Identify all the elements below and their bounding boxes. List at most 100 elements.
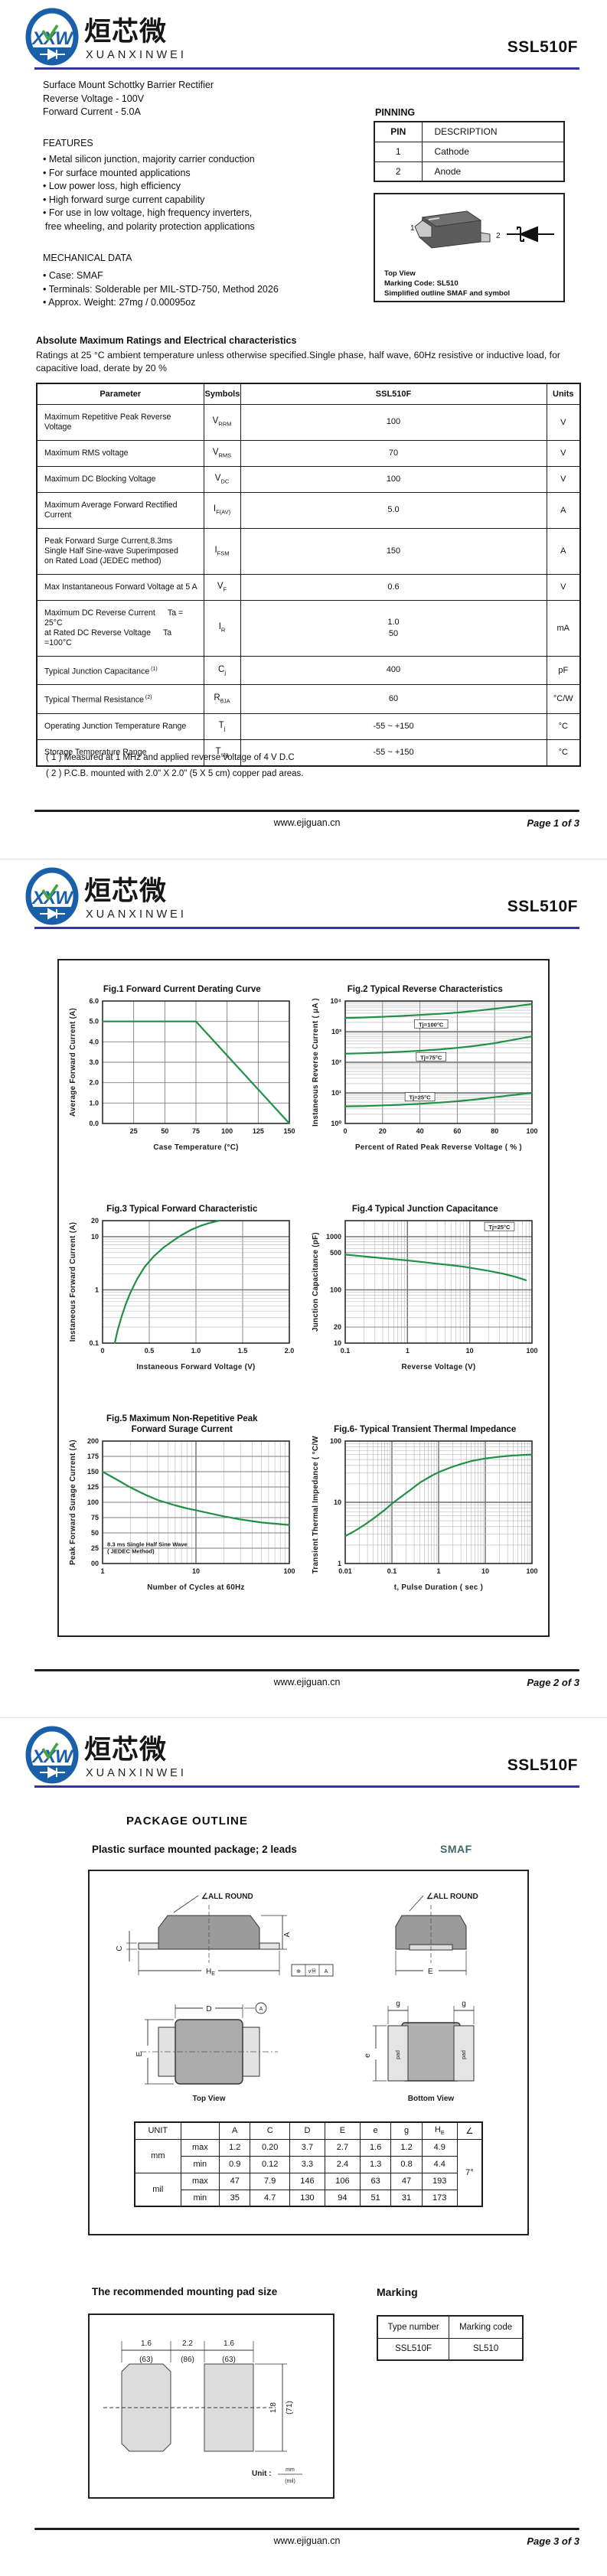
table-cell: Operating Junction Temperature Range <box>36 712 204 740</box>
mechanical-list: Case: SMAFTerminals: Solderable per MIL-… <box>43 269 279 310</box>
dim-cell: 0.9 <box>219 2155 251 2173</box>
svg-text:500: 500 <box>330 1249 341 1257</box>
footer-url[interactable]: www.ejiguan.cn <box>273 1677 341 1687</box>
table-cell: IR <box>203 599 241 657</box>
x-axis-label: Percent of Rated Peak Reverse Voltage ( … <box>355 1143 522 1152</box>
feature-item: For use in low voltage, high frequency i… <box>43 207 255 220</box>
table-cell: A <box>546 491 581 529</box>
table-cell: 2 <box>374 161 423 182</box>
curve <box>113 1220 220 1345</box>
table-cell: 70 <box>240 439 547 467</box>
svg-text:0.5: 0.5 <box>144 1347 154 1355</box>
dim-row: mm max 1.2 0.20 3.7 2.7 1.6 1.2 4.9 7° <box>134 2138 483 2207</box>
package-name: SMAF <box>440 1843 472 1855</box>
x-axis-label: Case Temperature (°C) <box>153 1143 238 1152</box>
dim-cell: 4.4 <box>421 2155 458 2173</box>
fig3-chart: 0 0.5 1.0 1.5 2.0 0.1 1 10 20 Instaneous Forward … <box>69 1217 294 1371</box>
table-cell: 60 <box>240 684 547 714</box>
svg-text:⊕: ⊕ <box>296 1969 301 1974</box>
table-cell: °C <box>546 739 581 767</box>
table-row: 2 Anode <box>374 161 565 182</box>
chart-annotation: Tj=100°C <box>419 1021 444 1028</box>
table-cell: 100 <box>240 403 547 441</box>
ratings-conditions: Ratings at 25 °C ambient temperature unl… <box>36 350 561 373</box>
fig3-title: Fig.3 Typical Forward Characteristic <box>106 1192 257 1215</box>
cathode-band-mark <box>428 217 440 220</box>
fig1-title: Fig.1 Forward Current Derating Curve <box>103 973 261 995</box>
dim-table-body: mm max 1.2 0.20 3.7 2.7 1.6 1.2 4.9 7° min 0.9 0.12 3… <box>134 2138 483 2207</box>
svg-text:10³: 10³ <box>331 1028 341 1035</box>
svg-text:150: 150 <box>87 1468 99 1475</box>
ratings-row: Operating Junction Temperature Range Tj -5… <box>36 712 581 740</box>
ratings-table: Parameter Symbols SSL510F Units Maximum … <box>36 383 581 767</box>
svg-text:50: 50 <box>161 1127 168 1135</box>
page-2: SSL510F Fig.1 Forward Current Derating C… <box>0 859 607 1717</box>
dim-cell: 63 <box>359 2172 392 2190</box>
svg-text:100: 100 <box>283 1567 295 1575</box>
curve <box>344 1003 534 1019</box>
chart-annotation: Tj=25°C <box>410 1094 432 1101</box>
dim-cell: 106 <box>324 2172 361 2190</box>
svg-text:5.0: 5.0 <box>89 1018 99 1026</box>
fig4-cell: Fig.4 Typical Junction Capacitance 0.1 1 1… <box>304 1192 547 1412</box>
footer-rule <box>34 810 579 812</box>
svg-text:150: 150 <box>283 1127 295 1135</box>
svg-text:vⓂ: vⓂ <box>308 1968 317 1974</box>
pad-dim2-mil: (86) <box>181 2356 194 2364</box>
table-cell: Tj <box>203 712 241 740</box>
table-cell: V <box>546 439 581 467</box>
svg-text:75: 75 <box>91 1514 99 1521</box>
footer-url[interactable]: www.ejiguan.cn <box>273 817 341 828</box>
pkg-caption-3: Simplified outline SMAF and symbol <box>384 289 510 298</box>
table-cell: 0.6 <box>240 573 547 601</box>
smaf-lead-right <box>480 232 491 243</box>
svg-text:0: 0 <box>100 1347 104 1355</box>
fig6-cell: Fig.6- Typical Transient Thermal Impedan… <box>304 1413 547 1632</box>
footnotes: ( 1 ) Measured at 1 MHz and applied reve… <box>46 750 304 782</box>
header-rule <box>34 1785 579 1788</box>
svg-text:175: 175 <box>87 1453 99 1460</box>
svg-text:A: A <box>325 1969 328 1974</box>
smaf-lead-left <box>414 220 432 238</box>
marking-header-row: Type number Marking code <box>377 2315 524 2339</box>
y-axis-label: Instaneous Reverse Current ( μA ) <box>312 998 320 1127</box>
svg-text:10: 10 <box>334 1498 341 1506</box>
svg-text:10⁴: 10⁴ <box>331 997 341 1005</box>
dim-col-header: D <box>289 2121 325 2140</box>
pad-unit-den: (mil) <box>285 2479 295 2484</box>
table-cell: 1 <box>374 141 423 162</box>
description-col-header: DESCRIPTION <box>421 121 565 142</box>
table-cell: Typical Junction Capacitance (1) <box>36 655 204 686</box>
title-line: Fig.1 Forward Current Derating Curve <box>103 985 261 994</box>
package-outline-drawing: ∠ALL ROUND A C HE ⊕ vⓂ A <box>116 1893 478 2103</box>
col-parameter: Parameter <box>36 383 204 405</box>
title-line: Fig.2 Typical Reverse Characteristics <box>347 985 503 994</box>
table-cell: IFSM <box>203 527 241 575</box>
svg-text:1.5: 1.5 <box>237 1347 247 1355</box>
svg-text:1: 1 <box>95 1286 99 1294</box>
footer-url[interactable]: www.ejiguan.cn <box>273 2535 341 2546</box>
ratings-row: Maximum Repetitive Peak Reverse Voltage V… <box>36 403 581 441</box>
summary-line: Reverse Voltage - 100V <box>43 93 145 104</box>
smaf-body-top <box>421 210 482 227</box>
feature-item-continuation: free wheeling, and polarity protection a… <box>45 221 255 232</box>
table-cell: -55 ~ +150 <box>240 712 547 740</box>
pin2-label: 2 <box>496 232 501 240</box>
dim-col-header: E <box>324 2121 361 2140</box>
table-row: 1 Cathode <box>374 141 565 162</box>
title-line: Fig.5 Maximum Non-Repetitive Peak <box>106 1414 258 1423</box>
table-cell: Maximum Average Forward Rectified Curren… <box>36 491 204 529</box>
mech-item: Approx. Weight: 27mg / 0.00095oz <box>43 296 279 310</box>
table-cell: 400 <box>240 655 547 686</box>
page-indicator: Page 1 of 3 <box>527 817 579 829</box>
chart-annotation: 8.3 ms Single Half Sine Wave <box>107 1541 188 1547</box>
pad-dim-v-mil: (71) <box>286 2401 294 2415</box>
title-line: Forward Surage Current <box>131 1424 233 1434</box>
page-indicator: Page 2 of 3 <box>527 1677 579 1688</box>
title-line: Fig.6- Typical Transient Thermal Impedan… <box>334 1424 517 1434</box>
svg-text:10: 10 <box>481 1567 489 1575</box>
pin-col-header: PIN <box>374 121 423 142</box>
x-axis-label: Number of Cycles at 60Hz <box>147 1583 245 1592</box>
dim-col-header: A <box>219 2121 251 2140</box>
dim-cell: 35 <box>219 2189 251 2207</box>
